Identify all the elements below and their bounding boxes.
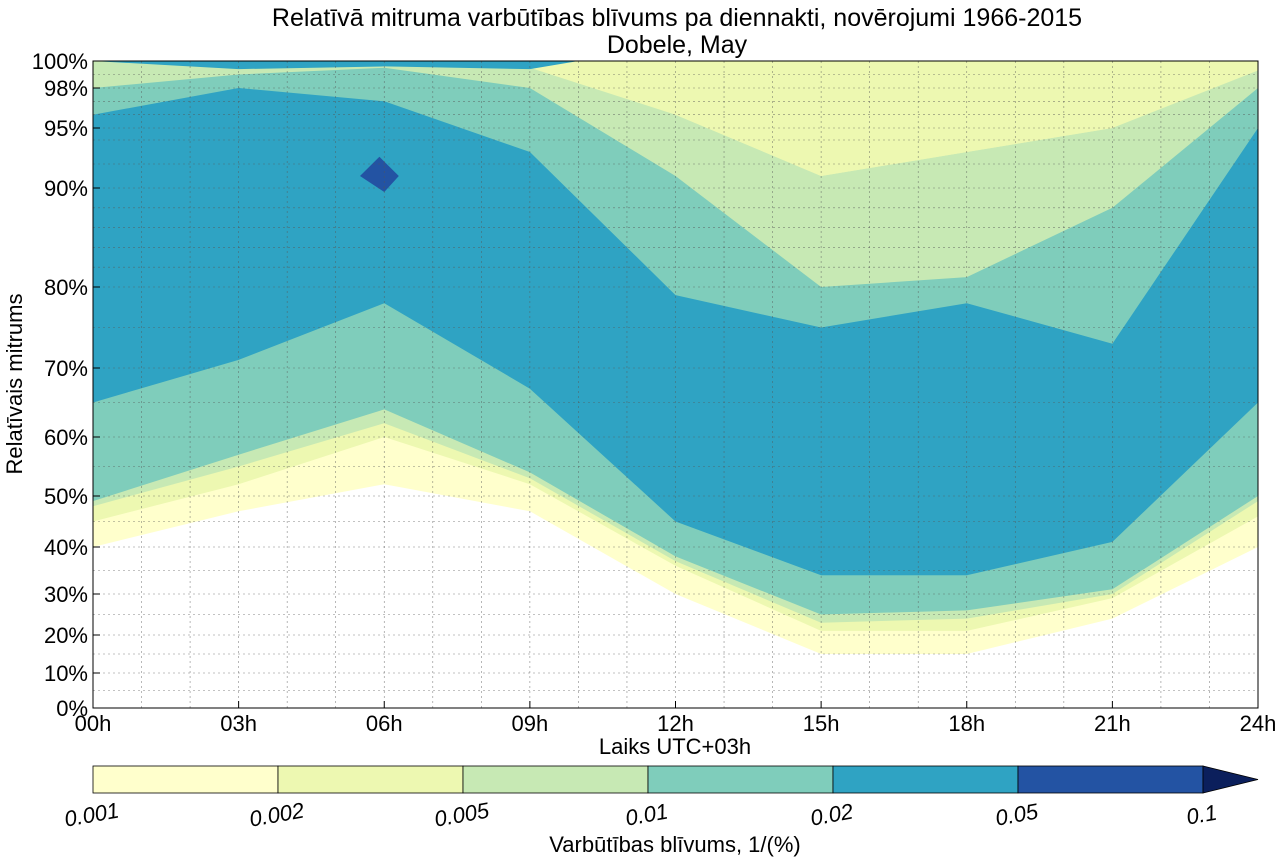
x-tick-label: 03h bbox=[220, 711, 257, 736]
band-top-blue bbox=[93, 61, 579, 70]
y-tick-label: 70% bbox=[44, 356, 88, 381]
x-tick-label: 18h bbox=[948, 711, 985, 736]
colorbar-tick-label: 0.02 bbox=[808, 799, 855, 831]
y-axis-ticks: 0% 10% 20% 30% 40% 50% 60% 70% 80% 90% 95% 98%100% bbox=[32, 49, 100, 721]
colorbar-segment bbox=[647, 765, 834, 794]
colorbar-tick-label: 0.01 bbox=[623, 799, 670, 831]
y-tick-label: 10% bbox=[44, 661, 88, 686]
colorbar-label: Varbūtības blīvums, 1/(%) bbox=[549, 832, 800, 857]
x-tick-label: 06h bbox=[366, 711, 403, 736]
y-tick-label: 40% bbox=[44, 535, 88, 560]
chart-title: Relatīvā mitruma varbūtības blīvums pa d… bbox=[272, 4, 1082, 32]
y-tick-label: 0% bbox=[56, 696, 88, 721]
colorbar-segment bbox=[832, 765, 1019, 794]
y-tick-label: 100% bbox=[32, 49, 88, 74]
colorbar-tick-label: 0.05 bbox=[993, 798, 1040, 830]
colorbar-segment bbox=[277, 765, 464, 794]
grid-lines bbox=[93, 61, 1258, 708]
y-tick-label: 50% bbox=[44, 484, 88, 509]
colorbar-segment bbox=[1017, 765, 1204, 794]
y-tick-label: 30% bbox=[44, 582, 88, 607]
x-tick-label: 15h bbox=[803, 711, 840, 736]
y-tick-label: 98% bbox=[44, 76, 88, 101]
chart-subtitle: Dobele, May bbox=[607, 31, 748, 59]
x-tick-label: 09h bbox=[512, 711, 549, 736]
band-top-light-hole bbox=[627, 61, 1161, 176]
colorbar-segment bbox=[92, 765, 279, 794]
colorbar: 0.001 0.002 0.005 0.01 0.02 0.05 0.1 bbox=[62, 765, 1259, 832]
colorbar-segment bbox=[462, 765, 649, 794]
x-tick-label: 00h bbox=[75, 711, 112, 736]
x-axis-label: Laiks UTC+03h bbox=[599, 734, 751, 759]
y-tick-label: 80% bbox=[44, 275, 88, 300]
colorbar-tick-label: 0.005 bbox=[432, 797, 491, 831]
x-axis-ticks: 00h 03h 06h 09h 12h 15h 18h 21h 24h bbox=[75, 701, 1277, 736]
band-peak bbox=[360, 156, 399, 192]
y-tick-label: 90% bbox=[44, 176, 88, 201]
y-tick-label: 60% bbox=[44, 425, 88, 450]
colorbar-extend-arrow bbox=[1202, 765, 1259, 794]
y-axis-label: Relatīvais mitrums bbox=[2, 294, 27, 475]
y-tick-label: 20% bbox=[44, 623, 88, 648]
x-tick-label: 12h bbox=[657, 711, 694, 736]
y-tick-label: 95% bbox=[44, 116, 88, 141]
x-tick-label: 21h bbox=[1094, 711, 1131, 736]
colorbar-tick-label: 0.001 bbox=[62, 798, 121, 832]
colorbar-tick-label: 0.1 bbox=[1184, 800, 1218, 830]
colorbar-tick-label: 0.002 bbox=[247, 798, 306, 832]
x-tick-label: 24h bbox=[1240, 711, 1277, 736]
